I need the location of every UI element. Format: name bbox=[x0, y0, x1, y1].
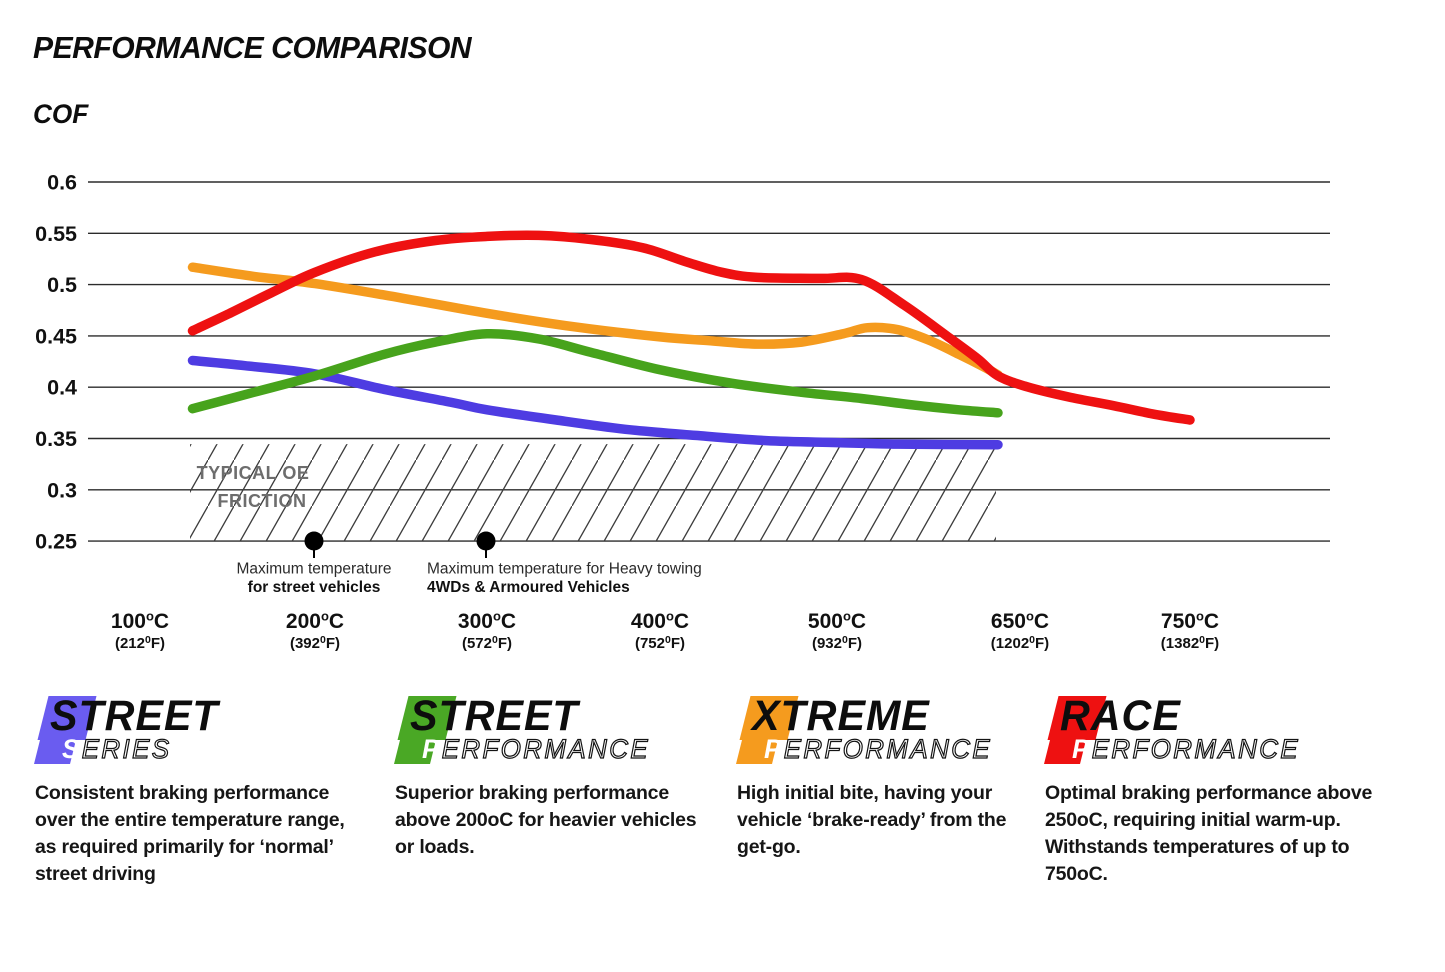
legend-description: Superior braking performance above 200oC… bbox=[395, 782, 697, 858]
marker-label-line2: 4WDs & Armoured Vehicles bbox=[427, 579, 630, 596]
typical-oe-friction-label: FRICTION bbox=[218, 491, 307, 511]
legend-street-series: STREET SERIES Consistent braking perform… bbox=[34, 692, 375, 888]
y-tick-label: 0.35 bbox=[35, 427, 77, 451]
x-tick-fahrenheit-label: (5720F) bbox=[462, 634, 512, 652]
marker-label-line1: Maximum temperature for Heavy towing bbox=[427, 561, 702, 578]
x-tick-fahrenheit-label: (3920F) bbox=[290, 634, 340, 652]
legend-description: Consistent braking performance over the … bbox=[35, 782, 345, 885]
x-tick-celsius-label: 200oC bbox=[286, 609, 344, 634]
street-performance-logo: STREET PERFORMANCE bbox=[394, 692, 725, 766]
x-tick-fahrenheit-label: (13820F) bbox=[1161, 634, 1219, 652]
logo-subtitle: SERIES bbox=[62, 734, 172, 764]
y-tick-label: 0.5 bbox=[47, 273, 77, 297]
y-tick-label: 0.55 bbox=[35, 222, 77, 246]
legend-race-performance: RACE PERFORMANCE Optimal braking perform… bbox=[1044, 692, 1390, 888]
logo-subtitle: PERFORMANCE bbox=[764, 734, 993, 764]
logo-title: RACE bbox=[1060, 692, 1181, 740]
y-tick-label: 0.25 bbox=[35, 530, 77, 554]
cof-axis-title: COF bbox=[33, 99, 89, 129]
logo-title: STREET bbox=[410, 692, 579, 740]
x-tick-celsius-label: 400oC bbox=[631, 609, 689, 634]
legend-description: Optimal braking performance above 250oC,… bbox=[1045, 782, 1373, 885]
series-line-street-performance bbox=[187, 329, 1003, 418]
x-tick-celsius-label: 100oC bbox=[111, 609, 169, 634]
y-tick-label: 0.6 bbox=[47, 171, 77, 195]
x-tick-fahrenheit-label: (9320F) bbox=[812, 634, 862, 652]
series-line-xtreme-performance bbox=[187, 262, 1003, 380]
logo-subtitle: PERFORMANCE bbox=[1072, 734, 1301, 764]
xtreme-performance-logo: XTREME PERFORMANCE bbox=[736, 692, 1027, 766]
legend: STREET SERIES Consistent braking perform… bbox=[0, 694, 1445, 964]
y-tick-label: 0.3 bbox=[47, 478, 77, 502]
x-tick-celsius-label: 650oC bbox=[991, 609, 1049, 634]
x-tick-celsius-label: 300oC bbox=[458, 609, 516, 634]
series-line-race-performance bbox=[187, 230, 1195, 425]
x-tick-fahrenheit-label: (12020F) bbox=[991, 634, 1049, 652]
legend-street-performance: STREET PERFORMANCE Superior braking perf… bbox=[394, 692, 725, 861]
y-tick-label: 0.4 bbox=[47, 376, 77, 400]
marker-label-line1: Maximum temperature bbox=[236, 561, 391, 578]
page-title: PERFORMANCE COMPARISON bbox=[33, 30, 472, 65]
typical-oe-friction-band bbox=[190, 444, 996, 542]
logo-title: XTREME bbox=[752, 692, 930, 740]
race-performance-logo: RACE PERFORMANCE bbox=[1044, 692, 1390, 766]
legend-xtreme-performance: XTREME PERFORMANCE High initial bite, ha… bbox=[736, 692, 1027, 861]
max-temperature-marker-dot bbox=[304, 531, 324, 551]
typical-oe-friction-label: TYPICAL OE bbox=[197, 463, 310, 483]
y-tick-label: 0.45 bbox=[35, 324, 77, 348]
legend-description: High initial bite, having your vehicle ‘… bbox=[737, 782, 1007, 858]
marker-label-line2: for street vehicles bbox=[248, 579, 381, 596]
x-tick-celsius-label: 750oC bbox=[1161, 609, 1219, 634]
street-series-logo: STREET SERIES bbox=[34, 692, 375, 766]
x-tick-celsius-label: 500oC bbox=[808, 609, 866, 634]
performance-chart: 0.6 0.55 0.5 0.45 0.4 0.35 0.3 0.25 TYPICAL OE FR… bbox=[35, 171, 1330, 652]
max-temperature-marker-dot bbox=[476, 531, 496, 551]
x-tick-fahrenheit-label: (2120F) bbox=[115, 634, 165, 652]
x-tick-fahrenheit-label: (7520F) bbox=[635, 634, 685, 652]
logo-title: STREET bbox=[50, 692, 219, 740]
logo-subtitle: PERFORMANCE bbox=[422, 734, 651, 764]
